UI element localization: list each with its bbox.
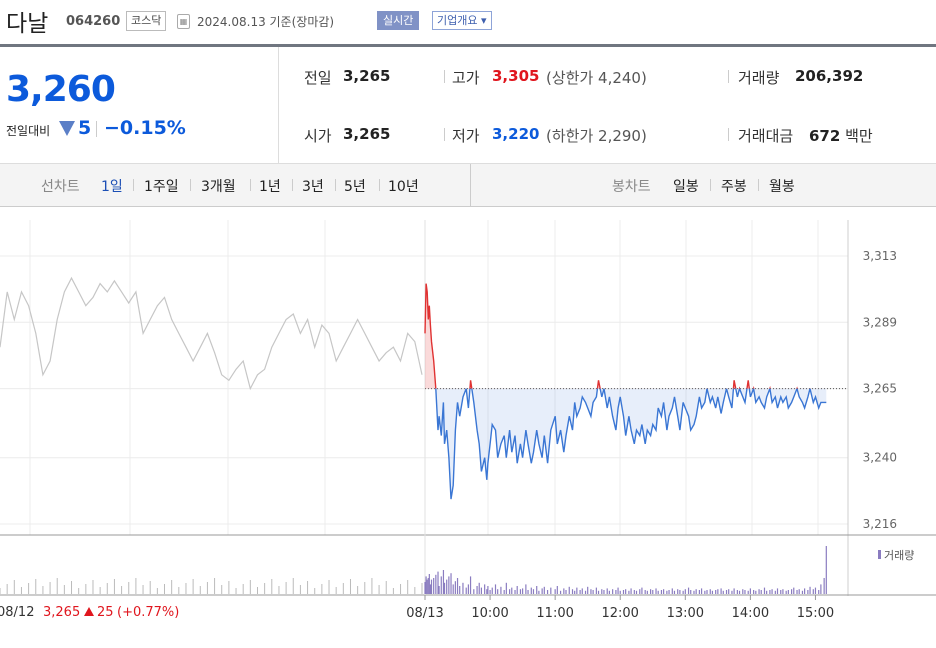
open-value: 3,265 [343, 125, 391, 143]
toolbar-divider [190, 179, 191, 191]
high-value: 3,305 [492, 67, 540, 85]
period-1d[interactable]: 1일 [101, 179, 123, 195]
y-tick-label: 3,289 [863, 315, 897, 329]
info-divider [444, 128, 445, 141]
price-box: 3,260 전일대비 5 −0.15% [0, 47, 279, 163]
prev-day-change-pct: (+0.77%) [117, 605, 179, 620]
x-tick-label: 08/13 [406, 606, 443, 621]
stock-header: 다날 064260 코스닥 ▦ 2024.08.13 기준(장마감) 실시간 기… [0, 0, 936, 44]
info-divider [728, 70, 729, 83]
y-tick-label: 3,216 [863, 517, 897, 531]
period-3y[interactable]: 3년 [302, 179, 324, 195]
toolbar-divider [292, 179, 293, 191]
toolbar-divider [250, 179, 251, 191]
chart-toolbar: 선차트 1일 1주일 3개월 1년 3년 5년 10년 봉차트 일봉 주봉 월봉 [0, 163, 936, 207]
base-date: 2024.08.13 기준(장마감) [197, 15, 335, 29]
info-divider [444, 70, 445, 83]
x-tick-label: 11:00 [536, 606, 573, 621]
open-label: 시가 [304, 127, 332, 145]
period-3m[interactable]: 3개월 [201, 179, 236, 195]
stock-code: 064260 [66, 14, 121, 29]
volume-bars: 거래량 [0, 546, 914, 594]
y-tick-label: 3,313 [863, 249, 897, 263]
down-arrow-icon [59, 121, 75, 136]
period-5y[interactable]: 5년 [344, 179, 366, 195]
x-tick-label: 13:00 [667, 606, 704, 621]
lower-limit: (하한가 2,290) [546, 127, 647, 145]
change-divider [96, 121, 97, 137]
volume-label: 거래량 [738, 69, 780, 87]
toolbar-divider [758, 179, 759, 191]
toolbar-divider [133, 179, 134, 191]
price-lines [0, 276, 827, 500]
period-1w[interactable]: 1주일 [144, 179, 179, 195]
amount-label: 거래대금 [738, 127, 794, 145]
toolbar-divider [335, 179, 336, 191]
prev-close-label: 전일 [304, 69, 332, 87]
company-overview-dropdown[interactable]: 기업개요 ▾ [432, 11, 492, 30]
volume-value: 206,392 [795, 67, 864, 85]
price-line-down [435, 388, 827, 500]
calendar-icon: ▦ [177, 14, 190, 29]
prev-day-date: 08/12 [0, 605, 34, 620]
prev-day-summary: 08/12 3,265 25 (+0.77%) [0, 605, 179, 620]
candle-monthly[interactable]: 월봉 [769, 179, 795, 195]
period-10y[interactable]: 10년 [388, 179, 419, 195]
candle-daily[interactable]: 일봉 [673, 179, 699, 195]
line-chart-label: 선차트 [41, 179, 80, 195]
current-price: 3,260 [6, 69, 116, 110]
header-divider [0, 44, 936, 47]
y-axis: 3,313 3,289 3,265 3,240 3,216 [863, 249, 897, 531]
period-1y[interactable]: 1년 [259, 179, 281, 195]
area-fills [425, 283, 827, 500]
prev-day-change: 25 [97, 605, 114, 620]
change-value: 5 [78, 117, 92, 139]
low-value: 3,220 [492, 125, 540, 143]
market-badge: 코스닥 [126, 11, 167, 31]
toolbar-divider [710, 179, 711, 191]
x-tick-label: 15:00 [797, 606, 834, 621]
x-axis: 08/13 10:00 11:00 12:00 13:00 14:00 15:00 [406, 595, 834, 621]
volume-legend-swatch [878, 550, 881, 559]
toolbar-divider [470, 164, 471, 206]
amount-value: 672 백만 [809, 127, 873, 145]
stock-name: 다날 [6, 11, 49, 37]
change-label: 전일대비 [6, 124, 51, 138]
realtime-button[interactable]: 실시간 [377, 11, 420, 30]
change-percent: −0.15% [104, 117, 186, 139]
y-tick-label: 3,265 [863, 382, 897, 396]
toolbar-divider [379, 179, 380, 191]
area-fill-down [425, 388, 827, 500]
x-tick-label: 10:00 [471, 606, 508, 621]
info-divider [728, 128, 729, 141]
upper-limit: (상한가 4,240) [546, 69, 647, 87]
y-tick-label: 3,240 [863, 451, 897, 465]
high-label: 고가 [452, 69, 480, 87]
x-tick-label: 14:00 [732, 606, 769, 621]
low-label: 저가 [452, 127, 480, 145]
prev-day-close: 3,265 [43, 605, 80, 620]
volume-legend-label: 거래량 [884, 549, 914, 562]
x-tick-label: 12:00 [601, 606, 638, 621]
candle-weekly[interactable]: 주봉 [721, 179, 747, 195]
candle-chart-label: 봉차트 [612, 179, 651, 195]
up-arrow-icon [84, 607, 94, 616]
prev-close-value: 3,265 [343, 67, 391, 85]
prev-day-line [0, 276, 423, 391]
